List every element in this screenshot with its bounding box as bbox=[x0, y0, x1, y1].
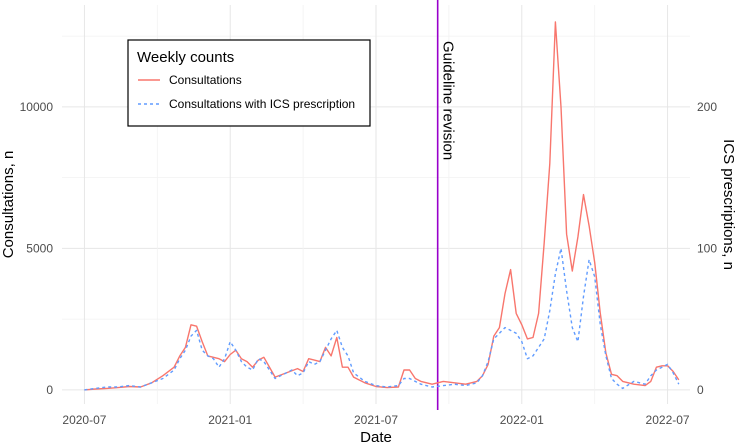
y-left-tick-label: 5000 bbox=[26, 241, 53, 255]
legend-title: Weekly counts bbox=[137, 49, 234, 66]
gridlines bbox=[62, 5, 690, 404]
y-left-tick-label: 10000 bbox=[20, 100, 54, 114]
legend-label-ics: Consultations with ICS prescription bbox=[169, 97, 355, 111]
axis-titles: Date Consultations, n ICS prescriptions,… bbox=[0, 139, 736, 445]
y-right-tick-label: 100 bbox=[697, 241, 717, 255]
guideline-revision-label: Guideline revision bbox=[440, 41, 457, 160]
y-axis-right-title: ICS prescriptions, n bbox=[720, 139, 736, 270]
y-right-tick-label: 0 bbox=[697, 383, 704, 397]
legend-label-consultations: Consultations bbox=[169, 73, 242, 87]
y-left-tick-label: 0 bbox=[46, 383, 53, 397]
legend-box bbox=[127, 39, 371, 127]
y-right-tick-label: 200 bbox=[697, 100, 717, 114]
x-axis-title: Date bbox=[360, 429, 392, 445]
y-axis-left-title: Consultations, n bbox=[0, 151, 17, 259]
x-tick-label: 2021-07 bbox=[354, 413, 398, 427]
tick-labels: 0 5000 10000 0 100 200 2020-07 2021-01 2021-07 20… bbox=[20, 100, 718, 427]
x-tick-label: 2020-07 bbox=[62, 413, 106, 427]
series-ics-line bbox=[84, 247, 680, 391]
x-tick-label: 2022-07 bbox=[646, 413, 690, 427]
x-tick-label: 2021-01 bbox=[208, 413, 252, 427]
guideline-revision-marker: Guideline revision bbox=[436, 0, 457, 410]
series-consultations-line bbox=[84, 21, 680, 391]
legend: Weekly counts Consultations Consultation… bbox=[127, 39, 371, 127]
x-tick-label: 2022-01 bbox=[500, 413, 544, 427]
series-layer bbox=[84, 21, 680, 391]
